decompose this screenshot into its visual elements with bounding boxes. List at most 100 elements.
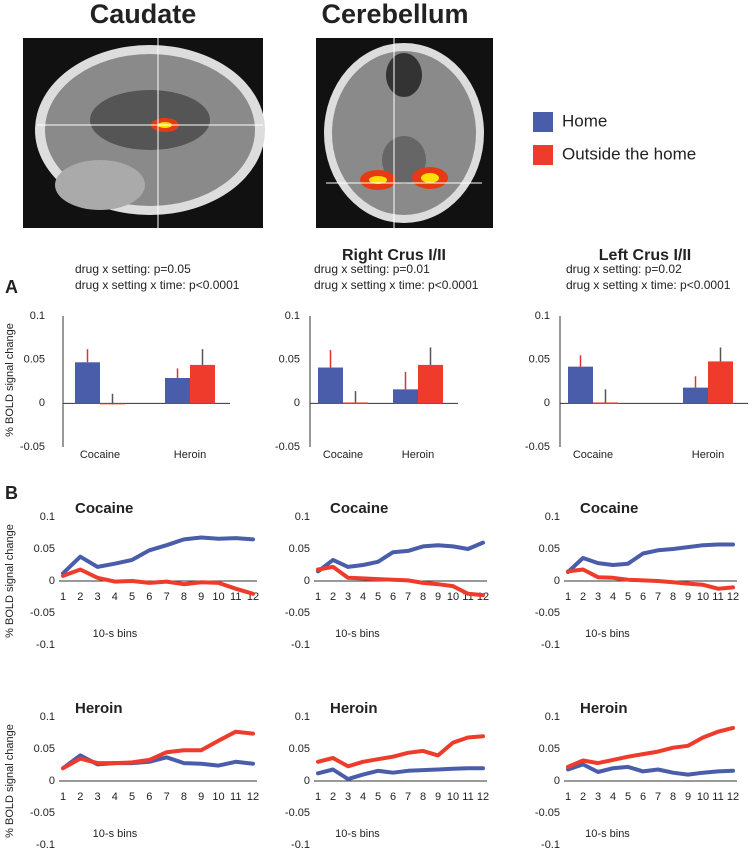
- series-line: [566, 542, 735, 574]
- y-tick-label: 0.1: [40, 511, 55, 523]
- x-tick-label: 11: [230, 591, 241, 603]
- y-tick-label: 0.05: [34, 543, 55, 555]
- y-tick-label: -0.05: [285, 807, 310, 819]
- y-tick-label: 0: [304, 775, 310, 787]
- x-tick-label: 11: [712, 591, 723, 603]
- x-tick-label: 4: [360, 591, 366, 603]
- x-tick-label: 7: [655, 791, 661, 803]
- series-line: [61, 567, 255, 596]
- x-tick-label: 4: [360, 791, 366, 803]
- x-axis-label: 10-s bins: [335, 828, 380, 840]
- x-tick-label: 10: [447, 591, 459, 603]
- x-tick-label: 2: [330, 791, 336, 803]
- x-axis-label: 10-s bins: [93, 628, 138, 640]
- x-tick-label: 10: [697, 791, 709, 803]
- y-tick-label: 0.1: [285, 310, 300, 322]
- y-tick-label: 0.1: [40, 711, 55, 723]
- y-tick-label: 0.05: [539, 743, 560, 755]
- x-tick-label: 10: [697, 591, 709, 603]
- x-tick-label: 11: [462, 591, 473, 603]
- x-tick-label: Heroin: [174, 449, 206, 461]
- x-tick-label: 9: [198, 791, 204, 803]
- x-tick-label: 3: [94, 591, 100, 603]
- y-tick-label: -0.1: [541, 639, 560, 651]
- series-line: [316, 766, 485, 782]
- x-tick-label: 7: [164, 791, 170, 803]
- x-tick-label: 8: [181, 591, 187, 603]
- bar: [593, 402, 618, 404]
- y-tick-label: 0.1: [295, 711, 310, 723]
- y-tick-label: 0: [554, 775, 560, 787]
- y-axis-label: % BOLD signal change: [4, 724, 16, 838]
- line-title: Cocaine: [580, 500, 638, 517]
- y-tick-label: 0.1: [535, 310, 550, 322]
- x-tick-label: 7: [655, 591, 661, 603]
- y-tick-label: 0.05: [289, 543, 310, 555]
- x-tick-label: 9: [435, 591, 441, 603]
- bar: [683, 387, 708, 404]
- x-tick-label: 2: [77, 591, 83, 603]
- x-tick-label: 5: [129, 591, 135, 603]
- y-tick-label: 0: [294, 397, 300, 409]
- x-tick-label: 4: [610, 791, 616, 803]
- x-tick-label: 3: [94, 791, 100, 803]
- annotation: drug x setting: p=0.02: [566, 262, 682, 276]
- x-tick-label: 8: [420, 791, 426, 803]
- y-tick-label: -0.05: [535, 807, 560, 819]
- bar: [568, 366, 593, 404]
- x-tick-label: 4: [610, 591, 616, 603]
- x-tick-label: 2: [580, 591, 586, 603]
- annotation: drug x setting: p=0.05: [75, 262, 191, 276]
- bar: [418, 364, 443, 404]
- image-title: Cerebellum: [321, 0, 468, 29]
- x-tick-label: 4: [112, 591, 118, 603]
- y-tick-label: 0.05: [24, 354, 45, 366]
- x-tick-label: 6: [146, 791, 152, 803]
- panel-label: B: [5, 483, 18, 503]
- y-tick-label: -0.1: [36, 839, 55, 851]
- x-tick-label: 5: [625, 791, 631, 803]
- y-tick-label: -0.05: [535, 607, 560, 619]
- x-tick-label: 2: [330, 591, 336, 603]
- x-tick-label: 3: [345, 791, 351, 803]
- line-title: Heroin: [580, 700, 628, 717]
- x-tick-label: Heroin: [402, 449, 434, 461]
- caudate-image: [23, 38, 265, 228]
- y-tick-label: -0.05: [275, 441, 300, 453]
- x-tick-label: Cocaine: [323, 449, 363, 461]
- x-axis-label: 10-s bins: [585, 628, 630, 640]
- x-axis-label: 10-s bins: [335, 628, 380, 640]
- x-tick-label: 12: [247, 791, 259, 803]
- x-tick-label: 8: [420, 591, 426, 603]
- x-tick-label: Cocaine: [80, 449, 120, 461]
- x-axis-label: 10-s bins: [585, 828, 630, 840]
- image-title: Caudate: [90, 0, 197, 29]
- y-tick-label: -0.05: [525, 441, 550, 453]
- x-tick-label: 12: [727, 791, 739, 803]
- x-tick-label: 1: [565, 591, 571, 603]
- legend-label: Outside the home: [562, 144, 696, 163]
- series-line: [566, 567, 735, 591]
- y-tick-label: -0.1: [291, 639, 310, 651]
- y-tick-label: 0.1: [545, 511, 560, 523]
- annotation: drug x setting x time: p<0.0001: [75, 278, 240, 292]
- line-title: Heroin: [75, 700, 123, 717]
- series-line: [61, 729, 255, 771]
- column-title: Right Crus I/II: [342, 247, 446, 264]
- x-tick-label: 9: [435, 791, 441, 803]
- bar: [165, 378, 190, 404]
- y-tick-label: 0: [49, 775, 55, 787]
- x-tick-label: 10: [212, 591, 224, 603]
- column-title: Left Crus I/II: [599, 247, 691, 264]
- bar: [75, 362, 100, 404]
- annotation: drug x setting: p=0.01: [314, 262, 430, 276]
- line-title: Cocaine: [330, 500, 388, 517]
- annotation: drug x setting x time: p<0.0001: [566, 278, 731, 292]
- x-tick-label: 7: [405, 591, 411, 603]
- panel-label: A: [5, 277, 18, 297]
- x-tick-label: 6: [390, 791, 396, 803]
- y-tick-label: 0.1: [295, 511, 310, 523]
- y-tick-label: 0.1: [30, 310, 45, 322]
- y-tick-label: 0: [304, 575, 310, 587]
